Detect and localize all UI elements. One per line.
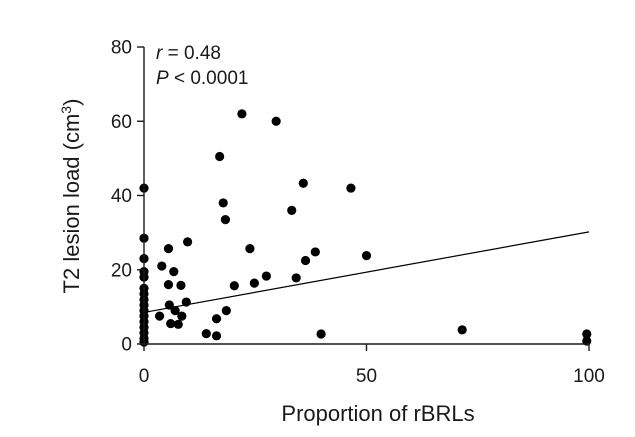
data-point-20 xyxy=(163,280,174,290)
data-point-32 xyxy=(211,331,222,341)
r-value: = 0.48 xyxy=(162,43,221,64)
data-point-21 xyxy=(164,300,174,310)
y-tick-label-80: 80 xyxy=(111,38,132,59)
data-point-18 xyxy=(157,261,167,271)
ticks: 0 20 40 60 80 0 50 100 xyxy=(111,38,605,388)
data-point-27 xyxy=(177,311,187,321)
data-point-44 xyxy=(291,273,301,283)
data-point-38 xyxy=(237,109,247,119)
data-point-34 xyxy=(218,198,228,208)
data-point-29 xyxy=(183,237,193,247)
y-axis-title: T2 lesion load (cm3) xyxy=(58,99,84,294)
data-point-49 xyxy=(346,183,356,193)
data-point-42 xyxy=(271,116,281,126)
data-point-33 xyxy=(215,151,225,162)
y-axis-title-close: ) xyxy=(59,99,84,106)
data-point-41 xyxy=(261,271,271,281)
y-axis-title-main: T2 lesion load (cm xyxy=(59,114,84,294)
data-point-50 xyxy=(361,251,372,261)
data-point-28 xyxy=(181,297,191,307)
x-tick-label-50: 50 xyxy=(356,366,377,387)
data-point-47 xyxy=(310,247,320,257)
data-point-26 xyxy=(176,280,186,290)
data-point-23 xyxy=(169,267,179,277)
r-symbol: r xyxy=(156,43,163,64)
data-point-22 xyxy=(166,318,176,329)
data-point-46 xyxy=(300,255,311,266)
regression-line xyxy=(143,231,590,314)
data-point-45 xyxy=(298,178,308,188)
p-value-annotation: P < 0.0001 xyxy=(156,68,248,89)
y-axis-title-superscript: 3 xyxy=(58,106,74,114)
data-point-51 xyxy=(457,325,467,335)
y-tick-label-20: 20 xyxy=(111,260,132,281)
data-point-36 xyxy=(221,305,231,316)
data-point-17 xyxy=(154,311,165,321)
y-tick-label-60: 60 xyxy=(111,112,132,133)
p-symbol: P xyxy=(156,68,169,89)
data-point-43 xyxy=(287,205,297,215)
data-point-30 xyxy=(201,329,211,339)
x-tick-label-100: 100 xyxy=(573,366,605,387)
data-point-48 xyxy=(316,329,326,339)
p-value: < 0.0001 xyxy=(169,68,249,89)
data-point-24 xyxy=(170,305,180,316)
data-point-35 xyxy=(220,215,231,225)
data-point-31 xyxy=(211,314,222,324)
data-point-37 xyxy=(229,281,239,291)
y-tick-label-0: 0 xyxy=(121,335,132,356)
regression-layer xyxy=(143,231,590,314)
data-point-39 xyxy=(245,243,255,254)
correlation-annotation: r = 0.48 xyxy=(156,43,221,64)
data-point-19 xyxy=(163,243,174,254)
axes xyxy=(143,47,589,345)
x-axis-title: Proportion of rBRLs xyxy=(281,401,474,426)
data-point-40 xyxy=(249,278,259,288)
y-tick-label-40: 40 xyxy=(111,186,132,207)
data-point-52 xyxy=(582,329,592,339)
data-points xyxy=(139,109,592,347)
x-tick-label-0: 0 xyxy=(139,366,150,387)
data-point-25 xyxy=(173,319,183,329)
